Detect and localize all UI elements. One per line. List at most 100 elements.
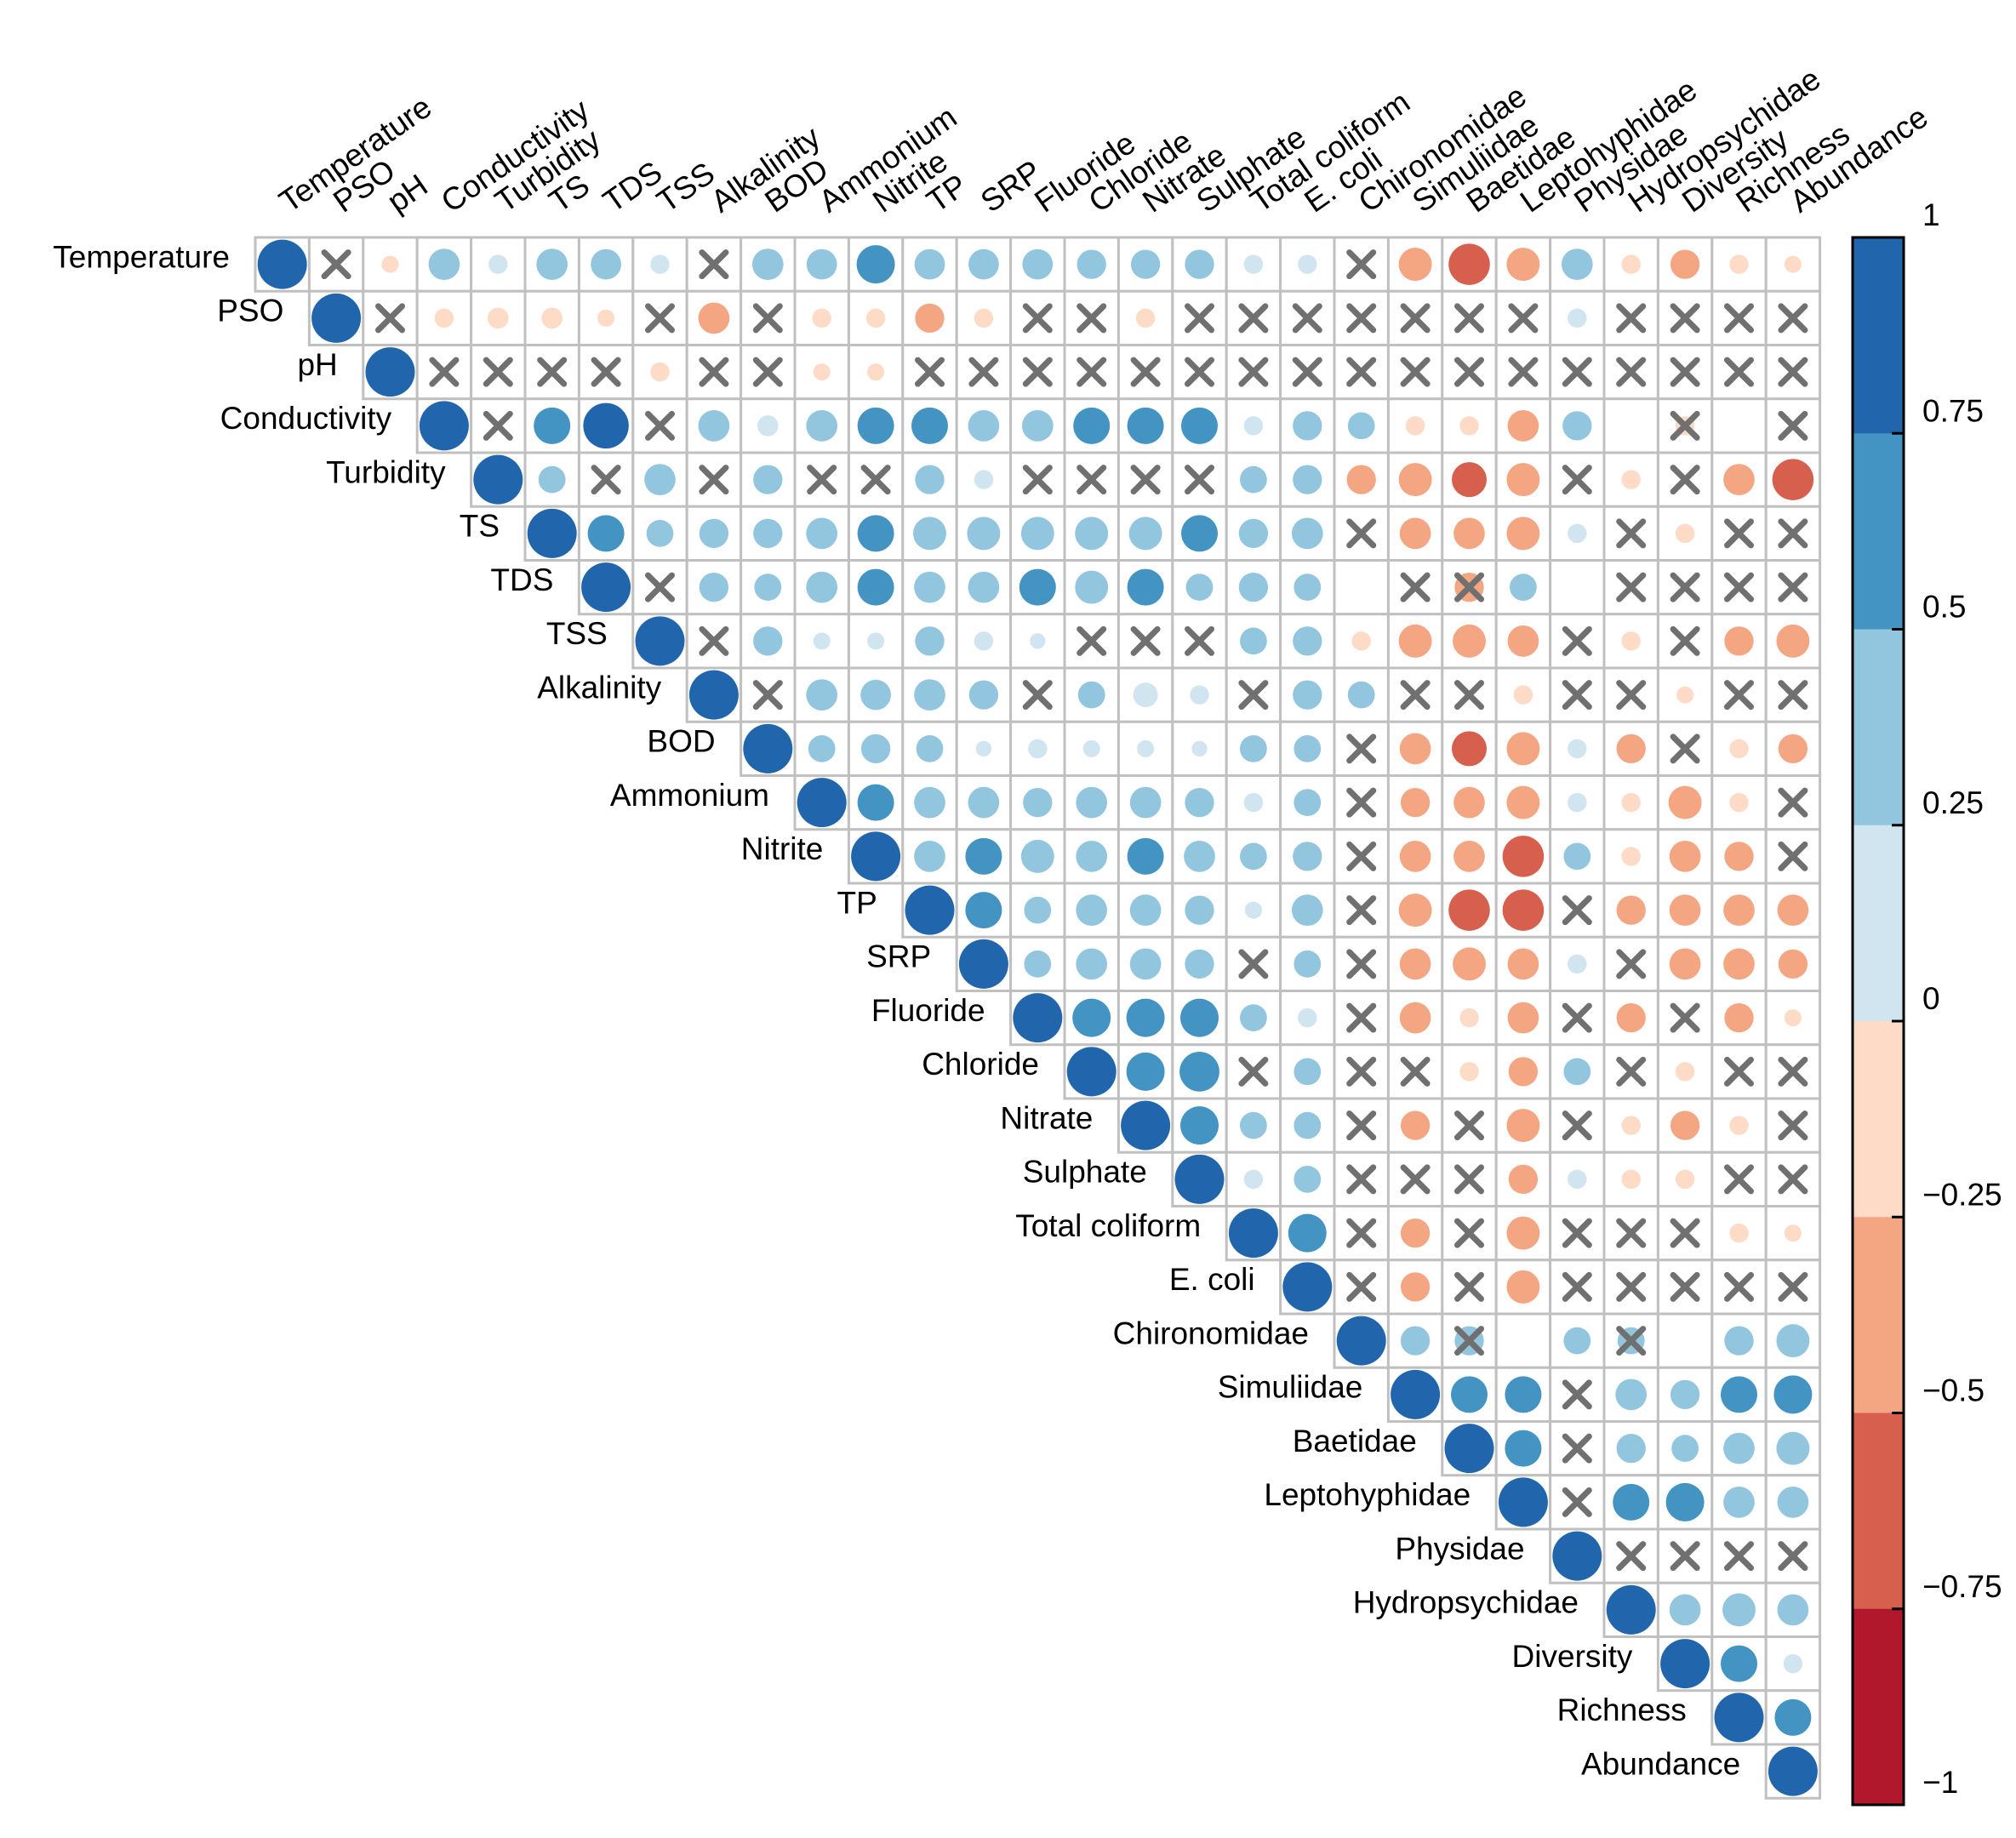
correlation-circle: [1450, 1376, 1488, 1413]
matrix-cell-turbidity-e-coli: [1279, 451, 1336, 508]
row-label-nitrate: Nitrate: [1000, 1100, 1093, 1135]
matrix-cell-tss-physidae: [1549, 613, 1606, 670]
correlation-circle: [1294, 950, 1322, 978]
correlation-circle: [1184, 841, 1215, 872]
row-label-physidae: Physidae: [1395, 1531, 1524, 1566]
matrix-cell-fluoride-leptohyphidae: [1494, 990, 1552, 1047]
matrix-cell-temperature-leptohyphidae: [1494, 236, 1552, 293]
matrix-cell-ammonium-nitrate: [1117, 774, 1174, 831]
not-significant-x-icon: [645, 572, 675, 602]
matrix-cell-total-coliform-diversity: [1656, 1205, 1714, 1262]
not-significant-x-icon: [1454, 1326, 1484, 1356]
matrix-cell-bod-simuliidae: [1386, 720, 1444, 777]
matrix-cell-chironomidae-physidae: [1549, 1312, 1606, 1369]
matrix-cell-tss-baetidae: [1441, 613, 1498, 670]
correlation-circle: [1444, 1424, 1494, 1474]
matrix-cell-conductivity-nitrate: [1117, 397, 1174, 454]
matrix-cell-alkalinity-chloride: [1063, 666, 1120, 723]
correlation-circle: [1448, 889, 1490, 931]
not-significant-x-icon: [1778, 1541, 1808, 1572]
matrix-cell-tds-alkalinity: [685, 559, 743, 616]
correlation-circle: [916, 734, 944, 762]
colorbar-tick-label: 0: [1922, 981, 1940, 1016]
matrix-cell-tss-tss: [631, 613, 688, 670]
correlation-circle: [1399, 517, 1431, 550]
matrix-cell-baetidae-baetidae: [1441, 1420, 1498, 1477]
cell-border: [793, 236, 850, 293]
correlation-circle: [1784, 1009, 1802, 1027]
matrix-cell-pso-ts: [523, 289, 580, 346]
matrix-cell-tp-chironomidae: [1333, 882, 1390, 939]
matrix-cell-ammonium-e-coli: [1279, 774, 1336, 831]
correlation-circle: [1506, 1216, 1540, 1250]
matrix-cell-e-coli-leptohyphidae: [1494, 1259, 1552, 1316]
not-significant-x-icon: [1346, 841, 1377, 871]
matrix-cell-temperature-total-coliform: [1225, 236, 1282, 293]
correlation-circle: [1665, 1482, 1705, 1521]
matrix-cell-tss-leptohyphidae: [1494, 613, 1552, 670]
not-significant-x-icon: [1346, 787, 1377, 818]
matrix-cell-fluoride-hydropsychidae: [1602, 990, 1659, 1047]
row-labels: Temperature PSO pH Conductivity Turbidity TS T…: [53, 239, 1740, 1781]
matrix-cell-fluoride-baetidae: [1441, 990, 1498, 1047]
correlation-circle: [1126, 998, 1165, 1037]
correlation-circle: [1670, 1110, 1700, 1140]
matrix-cell-temperature-abundance: [1764, 236, 1822, 293]
matrix-cell-fluoride-diversity: [1656, 990, 1714, 1047]
correlation-circle: [591, 248, 621, 280]
correlation-circle: [1243, 416, 1264, 436]
matrix-cell-ph-conductivity: [415, 344, 473, 401]
correlation-circle: [911, 407, 949, 444]
correlation-circle: [1724, 842, 1754, 871]
matrix-cell-tds-e-coli: [1279, 559, 1336, 616]
correlation-circle: [1347, 412, 1375, 440]
correlation-circle: [1076, 948, 1108, 980]
matrix-cell-nitrite-physidae: [1549, 828, 1606, 885]
matrix-cell-nitrite-srp: [955, 828, 1013, 885]
matrix-cell-ts-alkalinity: [685, 505, 743, 562]
correlation-circle: [1240, 465, 1267, 494]
correlation-circle: [913, 517, 946, 551]
matrix-cell-tss-srp: [955, 613, 1013, 670]
correlation-circle: [1506, 732, 1540, 766]
correlation-circle: [1513, 685, 1533, 705]
correlation-circle: [1077, 249, 1106, 279]
matrix-cell-srp-sulphate: [1171, 935, 1228, 992]
matrix-cell-tss-alkalinity: [685, 613, 743, 670]
correlation-circle: [1507, 625, 1539, 657]
correlation-circle: [1670, 1379, 1700, 1410]
not-significant-x-icon: [1670, 1271, 1700, 1302]
cell-border: [1549, 559, 1606, 616]
colorbar-segment: [1853, 1608, 1904, 1806]
not-significant-x-icon: [1616, 1271, 1647, 1302]
matrix-cell-ammonium-diversity: [1656, 774, 1714, 831]
cell-border: [1333, 451, 1390, 508]
matrix-cell-e-coli-chironomidae: [1333, 1259, 1390, 1316]
correlation-circle: [1568, 792, 1587, 813]
not-significant-x-icon: [537, 357, 568, 387]
not-significant-x-icon: [1346, 303, 1377, 334]
matrix-cell-bod-hydropsychidae: [1602, 720, 1659, 777]
matrix-cell-ammonium-simuliidae: [1386, 774, 1444, 831]
correlation-circle: [974, 308, 994, 328]
correlation-circle: [1127, 837, 1164, 875]
matrix-cell-ph-fluoride: [1009, 344, 1066, 401]
cell-border: [1225, 720, 1282, 777]
matrix-cell-nitrite-chloride: [1063, 828, 1120, 885]
not-significant-x-icon: [1724, 680, 1754, 711]
matrix-cell-temperature-tds: [577, 236, 635, 293]
correlation-circle: [1774, 1698, 1812, 1736]
correlation-circle: [1293, 465, 1322, 494]
matrix-cell-conductivity-diversity: [1656, 397, 1714, 454]
matrix-cell-alkalinity-chironomidae: [1333, 666, 1390, 723]
matrix-cell-tp-hydropsychidae: [1602, 882, 1659, 939]
not-significant-x-icon: [1346, 518, 1377, 549]
matrix-cell-turbidity-total-coliform: [1225, 451, 1282, 508]
not-significant-x-icon: [1238, 949, 1269, 979]
correlation-circle: [1022, 248, 1054, 280]
correlation-circle: [1616, 1433, 1646, 1464]
matrix-cell-tds-srp: [955, 559, 1013, 616]
correlation-circle: [1502, 836, 1545, 877]
correlation-circle: [1066, 1047, 1117, 1097]
matrix-cell-conductivity-srp: [955, 397, 1013, 454]
